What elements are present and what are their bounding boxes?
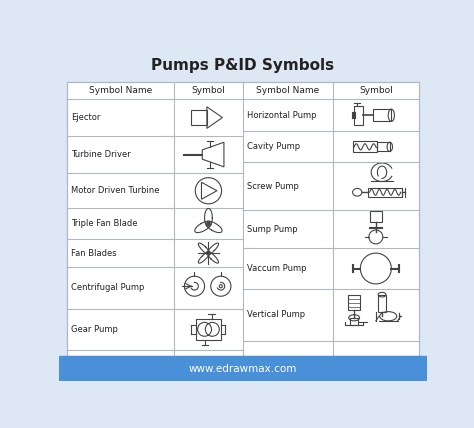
Bar bbox=[368, 187, 402, 197]
Text: Screw Pump: Screw Pump bbox=[247, 181, 299, 190]
Text: www.edrawmax.com: www.edrawmax.com bbox=[189, 364, 297, 374]
Text: Horizontal Pump: Horizontal Pump bbox=[247, 111, 316, 120]
Text: Turbine Driver: Turbine Driver bbox=[71, 150, 131, 159]
Bar bbox=[353, 141, 377, 152]
Text: Triple Fan Blade: Triple Fan Blade bbox=[71, 219, 137, 229]
Text: Motor Driven Turbine: Motor Driven Turbine bbox=[71, 186, 159, 195]
Bar bbox=[67, 82, 419, 356]
Bar bbox=[378, 295, 386, 312]
Text: Centrifugal Pump: Centrifugal Pump bbox=[71, 283, 144, 292]
Circle shape bbox=[207, 251, 210, 255]
Text: Gear Pump: Gear Pump bbox=[71, 325, 118, 334]
Bar bbox=[377, 142, 390, 152]
Text: Symbol Name: Symbol Name bbox=[89, 86, 152, 95]
Text: Cavity Pump: Cavity Pump bbox=[247, 143, 300, 152]
Text: Symbol: Symbol bbox=[191, 86, 225, 95]
Bar bbox=[373, 109, 392, 122]
Text: Fan Blades: Fan Blades bbox=[71, 249, 117, 258]
Circle shape bbox=[207, 222, 210, 226]
Bar bbox=[350, 318, 358, 325]
Bar bbox=[59, 356, 427, 381]
Text: Symbol: Symbol bbox=[359, 86, 393, 95]
Text: Vertical Pump: Vertical Pump bbox=[247, 310, 305, 319]
Text: Ejector: Ejector bbox=[71, 113, 100, 122]
Text: Symbol Name: Symbol Name bbox=[256, 86, 319, 95]
Text: Sump Pump: Sump Pump bbox=[247, 225, 297, 234]
Bar bbox=[354, 106, 364, 125]
Bar bbox=[191, 110, 207, 125]
Text: Pumps P&ID Symbols: Pumps P&ID Symbols bbox=[151, 58, 335, 73]
Bar bbox=[196, 318, 221, 340]
Bar bbox=[348, 295, 360, 310]
Text: Vaccum Pump: Vaccum Pump bbox=[247, 264, 306, 273]
Bar bbox=[370, 211, 382, 222]
